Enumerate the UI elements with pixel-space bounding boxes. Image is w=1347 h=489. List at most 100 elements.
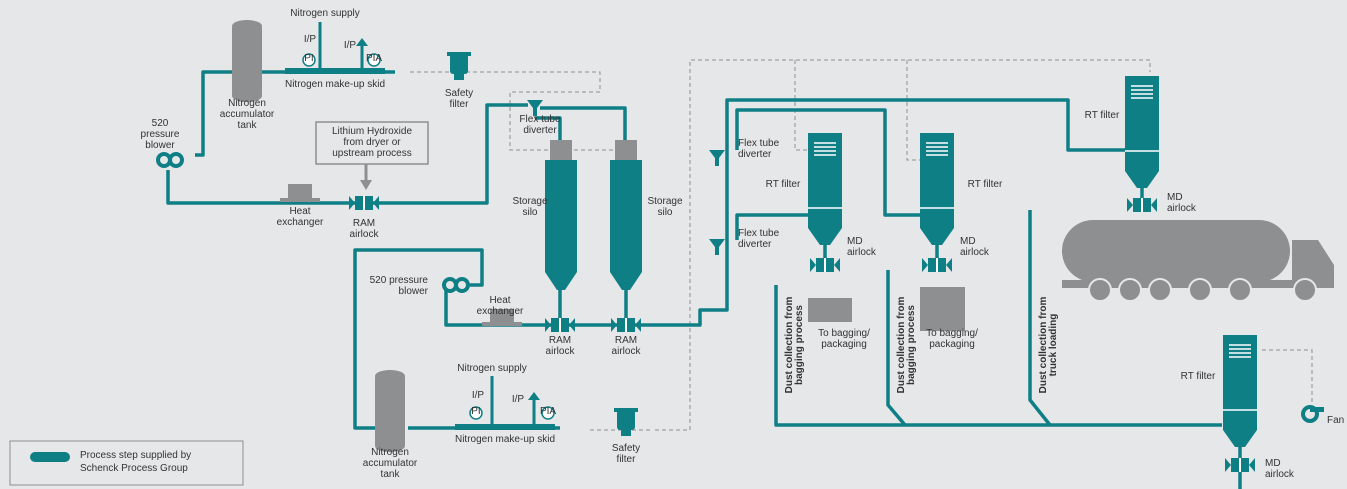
- rt-filter: [1125, 76, 1159, 188]
- node-label: RT filter: [1085, 110, 1120, 121]
- node-label: Dust collection frombagging process: [896, 297, 917, 394]
- node-label: Flex tubediverter: [738, 228, 780, 250]
- label-line: I/P: [512, 394, 525, 405]
- arrow: [360, 180, 372, 190]
- label-line: airlock: [350, 229, 380, 240]
- label-line: 520 pressure: [370, 275, 429, 286]
- label-line: diverter: [523, 125, 557, 136]
- storage-silo: [610, 140, 642, 290]
- label-line: MD: [847, 236, 863, 247]
- label-line: diverter: [738, 149, 772, 160]
- label-line: I/P: [304, 34, 317, 45]
- label-line: Safety: [612, 443, 640, 454]
- flex-tube-diverter: [709, 239, 725, 255]
- accumulator-tank: [232, 20, 262, 102]
- label-line: Nitrogen supply: [290, 8, 359, 19]
- label-line: To bagging/: [926, 328, 978, 339]
- legend: Process step supplied by Schenck Process…: [10, 441, 243, 485]
- label-line: RT filter: [1181, 371, 1216, 382]
- label-line: silo: [522, 207, 537, 218]
- label-line: Nitrogen make-up skid: [455, 434, 555, 445]
- label-line: Lithium Hydroxide: [332, 126, 412, 137]
- legend-text: Process step supplied by: [80, 450, 191, 461]
- accumulator-tank: [375, 370, 405, 452]
- label-line: Heat: [489, 295, 510, 306]
- label-line: silo: [657, 207, 672, 218]
- node-label: MDairlock: [1167, 192, 1197, 214]
- node-label: PI: [304, 53, 313, 64]
- label-line: bagging process: [794, 305, 805, 385]
- md-airlock: [922, 258, 952, 272]
- node-label: Dust collection fromtruck loading: [1038, 297, 1059, 394]
- label-line: Nitrogen: [228, 98, 266, 109]
- label-line: pressure: [141, 129, 180, 140]
- rt-filter: [808, 133, 842, 245]
- bagging-station: [920, 287, 965, 331]
- label-line: RAM: [353, 218, 375, 229]
- node-label: Fan: [1327, 415, 1344, 426]
- flex-tube-diverter: [709, 150, 725, 166]
- blower: [444, 279, 468, 291]
- label-line: Heat: [289, 206, 310, 217]
- label-line: filter: [450, 99, 470, 110]
- pipe: [560, 290, 626, 318]
- node-label: I/P: [344, 40, 357, 51]
- label-line: airlock: [1167, 203, 1197, 214]
- label-line: RT filter: [968, 179, 1003, 190]
- label-line: PIA: [366, 53, 382, 64]
- label-line: tank: [381, 469, 401, 480]
- label-line: MD: [1265, 458, 1281, 469]
- node-label: Nitrogen make-up skid: [455, 434, 555, 445]
- label-line: airlock: [612, 346, 642, 357]
- label-line: exchanger: [477, 306, 524, 317]
- label-line: blower: [145, 140, 175, 151]
- node-label: To bagging/packaging: [926, 328, 978, 350]
- process-diagram: Process step supplied by Schenck Process…: [0, 0, 1347, 489]
- label-line: airlock: [847, 247, 877, 258]
- truck: [1062, 220, 1334, 301]
- node-label: PI: [471, 406, 480, 417]
- label-line: PI: [304, 53, 313, 64]
- node-label: Storagesilo: [647, 196, 682, 218]
- node-label: MDairlock: [1265, 458, 1295, 480]
- label-line: RT filter: [1085, 110, 1120, 121]
- nitrogen-skid: [455, 376, 555, 430]
- label-line: PIA: [540, 406, 556, 417]
- label-line: upstream process: [332, 148, 411, 159]
- node-label: Storagesilo: [512, 196, 547, 218]
- label-line: truck loading: [1048, 314, 1059, 377]
- heat-exchanger: [280, 184, 320, 202]
- md-airlock: [810, 258, 840, 272]
- node-label: RT filter: [968, 179, 1003, 190]
- label-line: Flex tube: [738, 138, 780, 149]
- label-line: RT filter: [766, 179, 801, 190]
- node-label: To bagging/packaging: [818, 328, 870, 350]
- label-line: accumulator: [363, 458, 418, 469]
- node-label: Safetyfilter: [612, 443, 640, 465]
- node-label: Dust collection frombagging process: [784, 297, 805, 394]
- ram-airlock: [349, 196, 379, 210]
- label-line: MD: [960, 236, 976, 247]
- node-label: PIA: [540, 406, 556, 417]
- nitrogen-skid: [285, 22, 385, 74]
- label-line: exchanger: [277, 217, 324, 228]
- node-label: RT filter: [766, 179, 801, 190]
- label-line: Nitrogen: [371, 447, 409, 458]
- vent-line: [410, 72, 600, 150]
- label-line: blower: [399, 286, 429, 297]
- label-line: Nitrogen supply: [457, 363, 526, 374]
- label-line: Flex tube: [519, 114, 561, 125]
- label-line: filter: [617, 454, 637, 465]
- label-line: RAM: [549, 335, 571, 346]
- node-label: I/P: [304, 34, 317, 45]
- md-airlock: [1127, 198, 1157, 212]
